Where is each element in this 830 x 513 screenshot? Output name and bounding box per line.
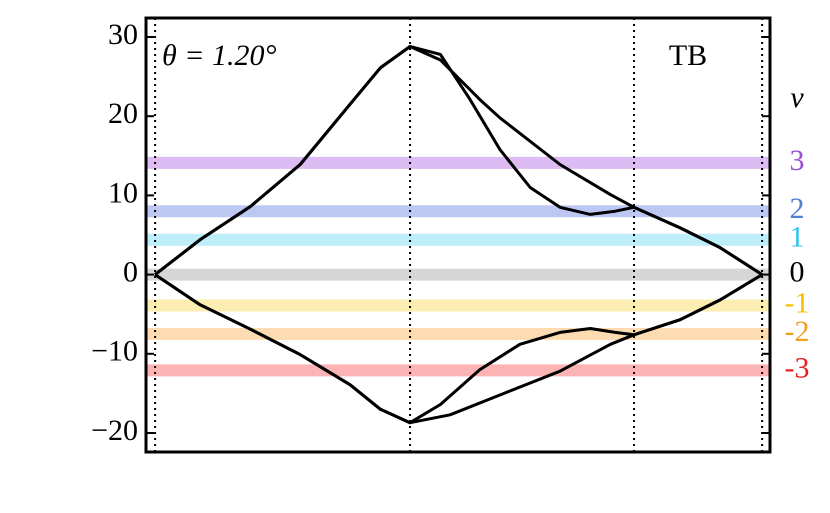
- level-label: -2: [785, 315, 810, 348]
- y-tick-label: 20: [108, 97, 138, 130]
- level-label: 1: [790, 221, 805, 254]
- level-label: 2: [790, 192, 805, 225]
- y-tick-label: −10: [91, 335, 138, 368]
- bands: [154, 45, 763, 425]
- level-label: -3: [785, 351, 810, 384]
- level-label: 3: [790, 144, 805, 177]
- y-tick-label: 10: [108, 176, 138, 209]
- band-curve: [154, 45, 763, 276]
- level-label: -1: [785, 286, 810, 319]
- y-tick-label: −20: [91, 414, 138, 447]
- angle-annotation: θ = 1.20°: [162, 39, 276, 72]
- y-tick-label: 0: [123, 255, 138, 288]
- plot-frame: [144, 16, 772, 454]
- band-curve: [154, 273, 763, 425]
- level-title: ν: [790, 81, 804, 114]
- vertical-lines: [154, 18, 764, 452]
- y-tick-label: 30: [108, 18, 138, 51]
- band-curve: [154, 273, 763, 425]
- levels: [146, 156, 770, 377]
- level-label: 0: [790, 255, 805, 288]
- model-annotation: TB: [669, 39, 707, 72]
